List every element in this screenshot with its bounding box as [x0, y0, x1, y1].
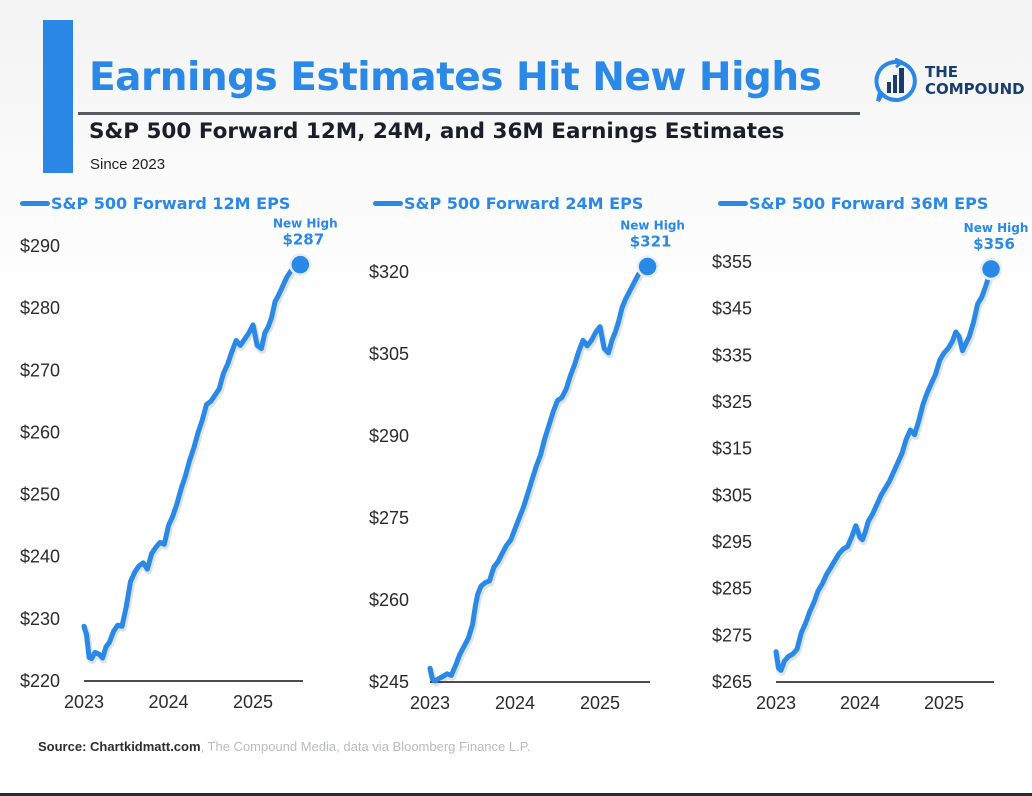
- logo-line-2: COMPOUND: [925, 80, 1025, 98]
- page-title: Earnings Estimates Hit New Highs: [89, 55, 822, 100]
- y-tick-label: $240: [20, 547, 60, 567]
- y-tick-label: $325: [712, 392, 752, 412]
- y-tick-label: $305: [369, 344, 409, 364]
- annotation-value: $356: [973, 235, 1015, 253]
- chart-subtitle: S&P 500 Forward 12M, 24M, and 36M Earnin…: [89, 119, 785, 144]
- legend-12m: S&P 500 Forward 12M EPS: [20, 194, 290, 213]
- source-rest: , The Compound Media, data via Bloomberg…: [200, 739, 531, 754]
- y-tick-label: $335: [712, 345, 752, 365]
- legend-label: S&P 500 Forward 12M EPS: [51, 194, 291, 213]
- y-tick-label: $285: [712, 579, 752, 599]
- chart-panel-24m: S&P 500 Forward 24M EPS $245 $260 $275 $290…: [345, 190, 685, 730]
- series-line: [773, 266, 994, 673]
- y-tick-label: $305: [712, 485, 752, 505]
- y-tick-label: $315: [712, 439, 752, 459]
- title-accent-bar: [43, 20, 73, 173]
- x-tick-label: 2024: [840, 693, 880, 713]
- y-tick-label: $290: [369, 426, 409, 446]
- legend-swatch: [373, 201, 403, 206]
- legend-24m: S&P 500 Forward 24M EPS: [373, 194, 643, 213]
- annotation-label: New High: [620, 219, 685, 233]
- x-tick-label: 2024: [148, 692, 188, 712]
- y-tick-label: $275: [369, 508, 409, 528]
- annotation-label: New High: [964, 221, 1029, 235]
- new-high-marker: [289, 253, 312, 276]
- y-tick-label: $260: [369, 590, 409, 610]
- series-line: [427, 264, 651, 684]
- y-tick-label: $290: [20, 236, 60, 256]
- x-tick-label: 2024: [495, 693, 535, 713]
- chart-12m-svg: $220 $230 $240 $250 $260 $270 $280 $290 2023 2024…: [20, 217, 338, 712]
- y-tick-label: $265: [712, 672, 752, 692]
- compound-chart-bubble-icon: [874, 58, 917, 102]
- x-tick-label: 2025: [233, 692, 273, 712]
- annotation-value: $287: [282, 231, 324, 249]
- logo-wordmark: THE COMPOUND: [925, 64, 1025, 98]
- legend-36m: S&P 500 Forward 36M EPS: [718, 194, 988, 213]
- date-range-note: Since 2023: [90, 156, 166, 173]
- title-divider: [78, 112, 860, 115]
- the-compound-logo: THE COMPOUND: [873, 58, 1025, 104]
- chart-36m-svg: $265 $275 $285 $295 $305 $315 $325 $335 $345 $355…: [712, 221, 1029, 713]
- y-tick-label: $260: [20, 422, 60, 442]
- source-note: Source: Chartkidmatt.com, The Compound M…: [38, 739, 530, 754]
- logo-line-1: THE: [925, 63, 959, 81]
- annotation-label: New High: [273, 217, 338, 231]
- y-tick-label: $275: [712, 625, 752, 645]
- legend-label: S&P 500 Forward 24M EPS: [404, 194, 644, 213]
- x-tick-label: 2025: [924, 693, 964, 713]
- bottom-border: [0, 793, 1032, 796]
- new-high-marker: [636, 255, 659, 278]
- y-tick-label: $270: [20, 360, 60, 380]
- x-tick-label: 2025: [580, 693, 620, 713]
- chart-panel-36m: S&P 500 Forward 36M EPS $265 $275 $285 $295…: [690, 190, 1030, 730]
- source-bold: Source: Chartkidmatt.com: [38, 739, 201, 754]
- annotation-value: $321: [630, 233, 672, 251]
- x-tick-label: 2023: [756, 693, 796, 713]
- y-tick-label: $230: [20, 609, 60, 629]
- legend-swatch: [718, 201, 748, 206]
- y-tick-label: $220: [20, 671, 60, 691]
- y-tick-label: $250: [20, 485, 60, 505]
- y-tick-label: $355: [712, 252, 752, 272]
- legend-swatch: [20, 201, 50, 206]
- y-tick-label: $295: [712, 532, 752, 552]
- chart-panel-12m: S&P 500 Forward 12M EPS $220 $230 $240 $250…: [0, 190, 340, 730]
- x-tick-label: 2023: [64, 692, 104, 712]
- y-tick-label: $280: [20, 298, 60, 318]
- y-tick-label: $245: [369, 672, 409, 692]
- chart-24m-svg: $245 $260 $275 $290 $305 $320 2023 2024 2025 New …: [369, 219, 685, 713]
- y-tick-label: $320: [369, 262, 409, 282]
- new-high-marker: [979, 257, 1003, 281]
- series-line: [81, 262, 303, 662]
- legend-label: S&P 500 Forward 36M EPS: [749, 194, 989, 213]
- y-tick-label: $345: [712, 299, 752, 319]
- x-tick-label: 2023: [410, 693, 450, 713]
